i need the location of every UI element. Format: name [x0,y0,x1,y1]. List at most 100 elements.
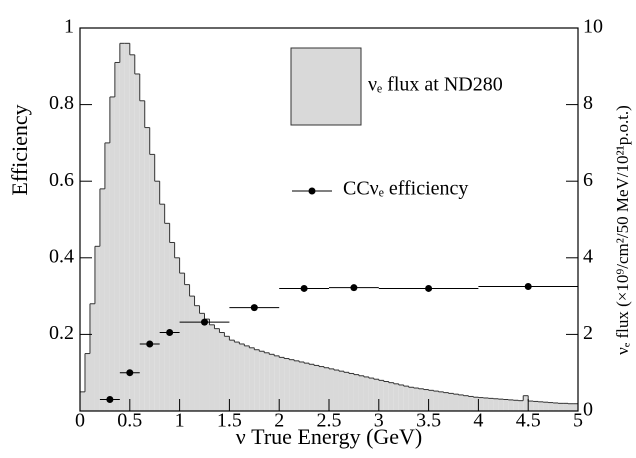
histogram-bar [333,370,339,411]
histogram-bar [144,127,150,411]
histogram-bar [408,387,414,411]
histogram-bar [134,73,140,412]
histogram-bar [373,379,379,411]
x-tick-label: 0.5 [117,410,142,432]
data-point [106,396,114,404]
y-tick-label: 0.8 [49,92,74,114]
histogram-bar [508,399,514,411]
histogram-bar [314,365,320,411]
histogram-bar [503,399,509,411]
data-point [126,369,134,377]
histogram-bar [249,347,255,411]
data-point [300,284,308,292]
histogram-bar [94,246,100,411]
histogram-bar [458,394,464,411]
data-point [350,284,358,292]
histogram-bar [159,204,165,411]
histogram-bar [239,343,245,411]
legend-label: νₑ flux at ND280 [368,74,503,96]
x-tick-label: 5 [573,410,583,432]
histogram-bar [289,359,295,411]
histogram-bar [488,398,494,411]
histogram-bar [558,403,564,411]
data-point [166,328,174,336]
histogram-bar [204,319,210,411]
histogram-bar [573,403,578,411]
histogram-bar [378,380,384,411]
data-point [425,284,433,292]
histogram-bar [453,394,459,411]
x-tick-label: 4 [473,410,483,432]
histogram-bar [358,375,364,411]
histogram-bar [294,360,300,411]
histogram-bar [543,402,549,411]
histogram-bar [84,353,90,411]
y-tick-label: 0.2 [49,322,74,344]
histogram-bar [164,223,170,411]
histogram-bar [80,391,85,411]
y-tick-label: 0.6 [49,169,74,191]
histogram-bar [179,273,185,411]
histogram-bar [299,361,305,411]
y-tick-label: 1 [64,16,74,38]
histogram-bar [329,368,334,411]
histogram-bar [234,342,240,411]
histogram-bar [244,345,250,411]
histogram-bar [388,382,394,411]
histogram-bar [124,43,130,411]
histogram-bar [528,401,534,411]
legend-marker [308,187,316,195]
data-point [146,340,154,348]
histogram-bar [463,395,469,411]
histogram-bar [478,397,484,411]
x-tick-label: 0 [75,410,85,432]
histogram-bar [493,398,499,411]
histogram-bar [264,352,270,411]
histogram-bar [174,257,180,411]
histogram-bar [343,372,349,411]
histogram-bar [319,366,325,411]
histogram-bar [533,401,539,411]
histogram-bar [548,402,554,411]
histogram-bar [368,378,374,411]
y2-tick-label: 8 [583,92,593,114]
histogram-bar [269,354,275,411]
histogram-bar [309,364,315,411]
histogram-bar [413,388,419,411]
data-point [201,318,208,326]
data-point [524,283,532,291]
y2-tick-label: 2 [583,322,593,344]
histogram-bar [189,296,195,411]
histogram-bar [229,340,235,411]
histogram-bar [169,242,175,411]
histogram-bar [418,388,424,411]
y-tick-label: 0.4 [49,245,74,267]
histogram-bar [254,349,260,411]
histogram-bar [538,401,544,411]
histogram-bar [383,381,389,411]
histogram-bar [483,397,489,411]
histogram-bar [403,386,409,411]
histogram-bar [438,391,444,411]
legend-swatch [290,47,362,126]
histogram-bar [114,62,120,411]
legend-label: CCνₑ efficiency [343,178,468,200]
x-tick-label: 2.5 [317,410,342,432]
x-tick-label: 1.5 [217,410,242,432]
histogram-bar [473,397,479,411]
y-axis-title: Efficiency [7,104,32,195]
histogram-bar [363,376,369,411]
histogram-bar [448,393,454,411]
histogram-bar [279,357,285,411]
y2-tick-label: 10 [583,16,603,38]
histogram-bar [324,367,329,411]
y2-tick-label: 4 [583,245,593,267]
y2-axis-title: νₑ flux (×10⁹/cm²/50 MeV/10²¹p.o.t.) [613,105,632,355]
histogram-bar [468,396,474,411]
histogram-bar [219,332,225,411]
histogram-bar [338,371,344,411]
histogram-bar [393,383,399,411]
histogram-bar [428,390,434,411]
histogram-bar [224,336,230,411]
